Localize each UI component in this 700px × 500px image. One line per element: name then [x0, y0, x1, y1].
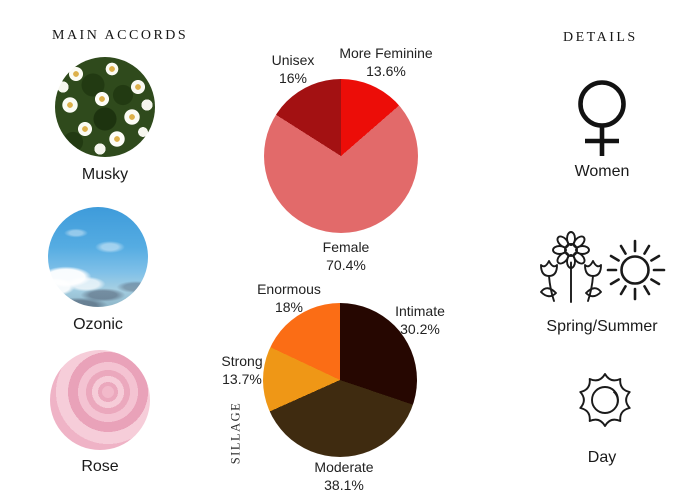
gender-pie-chart	[264, 79, 418, 233]
main-accords-title: MAIN ACCORDS	[52, 28, 189, 43]
gender-detail-label: Women	[574, 163, 630, 180]
slice-name: Unisex	[271, 52, 315, 68]
rose-accord-image	[50, 350, 150, 450]
slice-name: Intimate	[395, 303, 445, 319]
slice-name: Moderate	[314, 459, 374, 475]
slice-name: Enormous	[257, 281, 321, 297]
sillage-axis-label: SILLAGE	[228, 401, 243, 465]
slice-percent: 30.2%	[400, 320, 440, 337]
flowers-icon	[536, 231, 606, 310]
gender-slice-label-female: Female 70.4%	[323, 239, 370, 275]
slice-percent: 18%	[274, 298, 304, 315]
musky-accord-image	[55, 57, 155, 157]
musky-accord-label: Musky	[81, 166, 129, 183]
ozonic-accord-image	[48, 207, 148, 307]
sillage-slice-label-strong: Strong 13.7%	[221, 353, 262, 389]
sillage-slice-label-intimate: Intimate 30.2%	[395, 303, 445, 339]
female-symbol-icon	[576, 79, 628, 164]
season-detail-label: Spring/Summer	[546, 318, 658, 335]
sillage-slice-label-enormous: Enormous 18%	[257, 281, 321, 317]
slice-name: Female	[322, 239, 370, 255]
slice-percent: 16%	[278, 69, 308, 86]
slice-percent: 13.7%	[222, 370, 262, 387]
sillage-pie-chart	[263, 303, 417, 457]
slice-percent: 70.4%	[326, 256, 366, 273]
ozonic-accord-label: Ozonic	[73, 316, 123, 333]
slice-percent: 13.6%	[366, 62, 406, 79]
slice-name: Strong	[221, 353, 263, 369]
day-detail-label: Day	[587, 449, 617, 466]
sillage-slice-label-moderate: Moderate 38.1%	[314, 459, 373, 495]
day-sun-icon	[573, 367, 637, 438]
slice-percent: 38.1%	[324, 476, 364, 493]
gender-slice-label-unisex: Unisex 16%	[272, 52, 315, 88]
rose-accord-label: Rose	[81, 458, 119, 475]
slice-name: More Feminine	[339, 45, 433, 61]
details-title: DETAILS	[563, 30, 638, 45]
sun-icon	[601, 235, 669, 310]
gender-slice-label-more-feminine: More Feminine 13.6%	[339, 45, 432, 81]
